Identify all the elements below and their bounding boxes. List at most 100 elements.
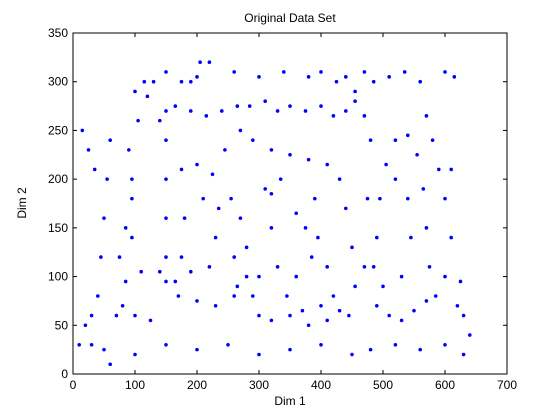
data-point [133, 89, 137, 94]
data-point [247, 104, 252, 108]
data-point [235, 284, 240, 289]
x-tick-label: 300 [249, 378, 269, 392]
x-tick-label: 200 [187, 378, 207, 392]
data-point [195, 75, 199, 79]
data-point [387, 313, 392, 318]
data-point [350, 352, 354, 357]
data-point [263, 187, 268, 191]
data-point [108, 138, 112, 142]
data-point [179, 167, 184, 172]
data-point [371, 79, 376, 84]
y-tick-label: 50 [55, 318, 69, 332]
data-point [371, 265, 376, 269]
data-point [269, 226, 274, 230]
data-point [164, 177, 168, 181]
data-point [368, 347, 373, 352]
data-point [353, 89, 357, 94]
data-point [337, 177, 342, 181]
data-point [399, 318, 404, 323]
data-point [102, 216, 106, 220]
data-point [418, 79, 423, 84]
data-point [449, 167, 454, 172]
data-point [412, 308, 416, 313]
data-point [309, 255, 314, 259]
data-point [344, 109, 348, 113]
data-point [443, 342, 447, 347]
data-point [158, 269, 162, 274]
data-point [173, 104, 178, 108]
y-axis-ticks: 0 50 100 150 200 250 300 350 [48, 26, 507, 381]
data-point [145, 94, 150, 99]
data-point [232, 294, 236, 298]
data-point [117, 255, 122, 259]
data-point [238, 128, 243, 133]
data-point [263, 99, 268, 103]
y-tick-label: 200 [48, 172, 68, 186]
data-point [229, 196, 233, 201]
data-point [216, 206, 221, 211]
data-point [306, 323, 311, 328]
data-point [114, 313, 119, 318]
data-point [108, 362, 112, 367]
data-point [449, 235, 454, 240]
x-tick-label: 500 [373, 378, 393, 392]
data-point [433, 294, 438, 298]
data-point [96, 294, 100, 298]
data-point [334, 79, 339, 84]
data-point [325, 318, 330, 323]
data-point [120, 304, 125, 308]
data-point [204, 114, 209, 118]
x-tick-label: 100 [125, 378, 145, 392]
data-point [427, 265, 432, 269]
data-point [207, 265, 212, 269]
data-point [173, 279, 178, 284]
chart-title: Original Data Set [244, 11, 336, 25]
data-point [294, 211, 299, 216]
data-point [164, 109, 168, 113]
data-point [269, 191, 274, 196]
data-point [257, 274, 261, 279]
data-point [362, 114, 367, 118]
data-point [303, 226, 308, 230]
x-axis-ticks: 0 100 200 300 400 500 600 700 [70, 33, 517, 392]
data-point [319, 104, 323, 108]
data-point [189, 109, 193, 113]
data-point [151, 79, 156, 84]
data-point [226, 342, 230, 347]
data-point [443, 196, 447, 201]
data-point [306, 157, 311, 162]
data-point [223, 148, 227, 152]
data-point [288, 104, 292, 108]
data-point [375, 235, 379, 240]
data-point [350, 245, 354, 250]
data-point [424, 226, 429, 230]
y-tick-label: 350 [48, 26, 68, 40]
data-point [269, 148, 274, 152]
data-point [130, 235, 134, 240]
data-point [421, 187, 426, 191]
data-point [452, 75, 457, 79]
data-point [375, 304, 379, 308]
data-point [316, 235, 320, 240]
data-point [362, 70, 367, 74]
data-point [288, 347, 292, 352]
data-point [278, 177, 283, 181]
data-point [294, 274, 299, 279]
data-point [89, 342, 94, 347]
data-points-layer [77, 60, 472, 367]
data-point [306, 75, 311, 79]
data-point [378, 196, 382, 201]
y-tick-label: 150 [48, 221, 68, 235]
data-point [201, 196, 205, 201]
data-point [244, 274, 249, 279]
data-point [130, 196, 134, 201]
data-point [123, 279, 128, 284]
data-point [148, 318, 153, 323]
data-point [133, 313, 137, 318]
data-point [319, 70, 323, 74]
data-point [213, 304, 218, 308]
y-tick-label: 100 [48, 270, 68, 284]
data-point [77, 342, 81, 347]
data-point [319, 342, 323, 347]
